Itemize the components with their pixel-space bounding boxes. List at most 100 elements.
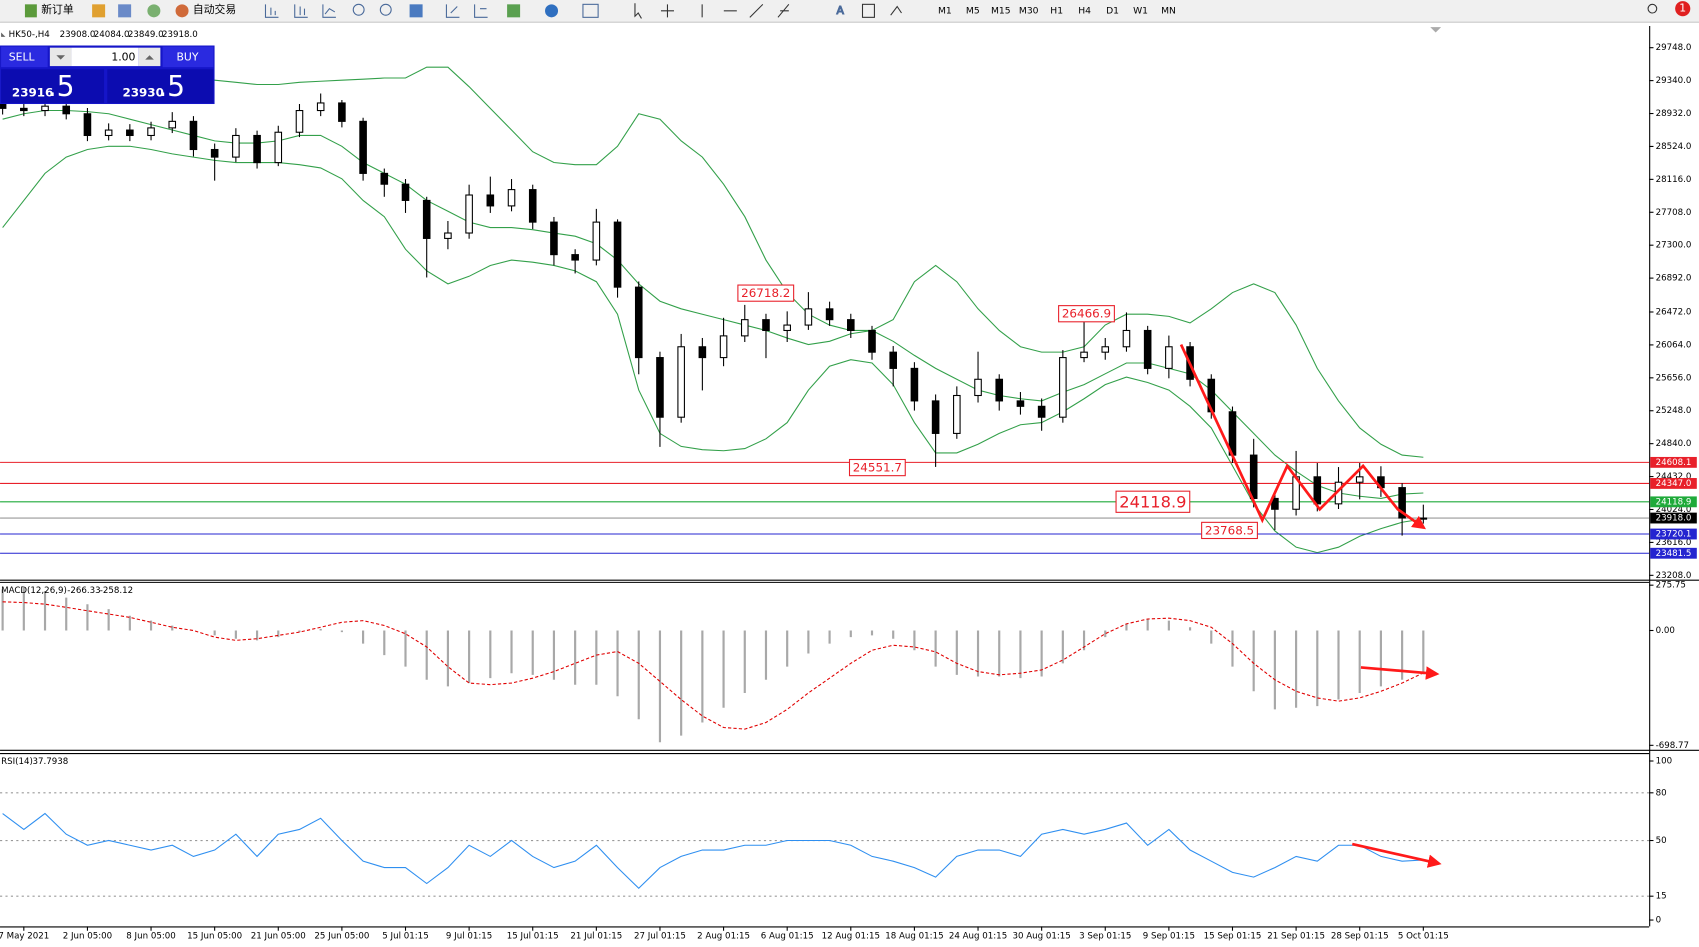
timeframe-button[interactable]: M30 — [1019, 5, 1039, 16]
candle-body — [62, 105, 71, 115]
drawn-arrows — [1179, 343, 1442, 868]
cursor[interactable] — [634, 3, 642, 19]
volume-input[interactable] — [71, 47, 139, 67]
channel[interactable] — [777, 3, 790, 18]
periods[interactable] — [545, 4, 559, 18]
x-tick-label: 21 Jun 05:00 — [251, 932, 306, 942]
icon[interactable] — [118, 4, 132, 18]
y-tick-label: 15 — [1656, 892, 1667, 902]
indicators[interactable] — [507, 4, 521, 18]
timeframe-button[interactable]: D1 — [1106, 5, 1119, 16]
text-tool[interactable]: A — [836, 3, 845, 17]
templates[interactable] — [582, 3, 599, 18]
candle-body — [571, 254, 579, 261]
candle-body — [1080, 351, 1088, 359]
sell-price-box[interactable] — [1, 69, 105, 103]
auto-trading-button[interactable]: 自动交易 — [193, 2, 236, 16]
candle-body — [995, 378, 1004, 402]
candle-body — [931, 400, 940, 434]
candle-body — [401, 183, 410, 201]
timeframe-button[interactable]: W1 — [1133, 5, 1148, 16]
new-order-button[interactable]: 新订单 — [41, 2, 74, 16]
candle-body — [889, 351, 898, 369]
x-tick-label: 27 Jul 01:15 — [634, 932, 686, 942]
candle-body — [528, 189, 537, 223]
timeframe-button[interactable]: M15 — [991, 5, 1011, 16]
candle-body — [698, 346, 707, 359]
notifications-badge[interactable] — [1675, 1, 1691, 17]
zoom-out[interactable] — [379, 3, 392, 16]
icon[interactable] — [409, 4, 423, 18]
candle-body — [507, 189, 516, 207]
rsi-panel — [0, 792, 1650, 897]
icon[interactable] — [445, 4, 460, 18]
axes: 29748.0 29340.0 28932.0 28524.0 28116.0 27708… — [0, 43, 1697, 942]
icon[interactable] — [294, 4, 308, 18]
icon[interactable] — [322, 4, 336, 18]
candle-body — [41, 105, 49, 112]
x-tick-label: 3 Sep 01:15 — [1079, 932, 1131, 942]
icon[interactable] — [147, 4, 161, 18]
price-level-label: 24118.9 — [1656, 497, 1692, 507]
timeframe-button[interactable]: MN — [1161, 5, 1176, 16]
new-order-icon[interactable] — [24, 4, 37, 18]
timeframe-button[interactable]: M1 — [938, 5, 952, 16]
volume-value[interactable]: 1.00 — [111, 50, 135, 63]
x-tick-label: 15 Jun 05:00 — [187, 932, 242, 942]
trendline[interactable] — [749, 3, 764, 18]
chart-window — [0, 26, 1699, 947]
arrow-icon — [56, 55, 66, 60]
indicator-label: RSI(14) — [1, 757, 33, 767]
timeframe-button[interactable]: M5 — [966, 5, 980, 16]
x-tick-label: 5 Jul 01:15 — [382, 932, 428, 942]
y-tick-label: 28116.0 — [1656, 175, 1692, 185]
icon[interactable] — [474, 4, 488, 18]
search[interactable] — [1647, 3, 1658, 14]
ohlc-value: 24084.0 — [94, 30, 130, 40]
toolbar-icons: A — [24, 1, 1691, 19]
price-panel — [0, 66, 1650, 554]
sell-label[interactable]: SELL — [9, 50, 35, 63]
candle-body — [380, 172, 389, 185]
y-tick-label: 25656.0 — [1656, 373, 1692, 383]
timeframe-button[interactable]: H1 — [1050, 5, 1063, 16]
candle-body — [613, 221, 622, 288]
y-tick-label: 23616.0 — [1656, 538, 1692, 548]
price-zigzag — [1179, 343, 1426, 530]
shapes[interactable] — [890, 5, 902, 16]
candle-body — [1143, 329, 1152, 369]
price-level-label: 23481.5 — [1656, 549, 1692, 559]
buy-price-main[interactable]: 23930 — [122, 86, 163, 100]
sell-button[interactable] — [1, 46, 48, 68]
auto-trading-icon[interactable] — [175, 4, 189, 18]
candle-body — [1313, 476, 1322, 505]
label-tool[interactable] — [861, 3, 875, 18]
price-level-tag — [1650, 496, 1697, 508]
candle-body — [634, 286, 643, 359]
buy-price-box[interactable] — [107, 69, 214, 103]
macd-signal — [2, 601, 1424, 730]
annotation-box — [737, 284, 795, 302]
y-tick-label: 29748.0 — [1656, 43, 1692, 53]
candle-body — [104, 129, 113, 137]
y-tick-label: 24024.0 — [1656, 505, 1692, 515]
icon[interactable] — [92, 4, 106, 18]
buy-price-pip[interactable]: .5 — [158, 70, 185, 103]
price-annotation: 24118.9 — [1119, 492, 1186, 511]
crosshair[interactable] — [660, 4, 674, 18]
icon[interactable] — [264, 4, 279, 18]
sell-price-main[interactable]: 23916 — [12, 86, 53, 100]
price-annotation: 26718.2 — [741, 286, 790, 300]
price-level-label: 23918.0 — [1656, 514, 1692, 524]
buy-label[interactable]: BUY — [176, 50, 198, 63]
timeframe-button[interactable]: H4 — [1078, 5, 1091, 16]
candle-body — [1059, 357, 1067, 418]
ohlc-value: 23918.0 — [162, 30, 198, 40]
buy-button[interactable] — [162, 46, 214, 68]
x-tick-label: 2 Jun 05:00 — [63, 932, 112, 942]
zoom-in[interactable] — [352, 3, 365, 16]
sell-price-pip[interactable]: .5 — [48, 70, 75, 103]
shift-marker — [1430, 27, 1442, 33]
candle-body — [316, 102, 325, 112]
x-tick-label: 12 Aug 01:15 — [822, 932, 880, 942]
